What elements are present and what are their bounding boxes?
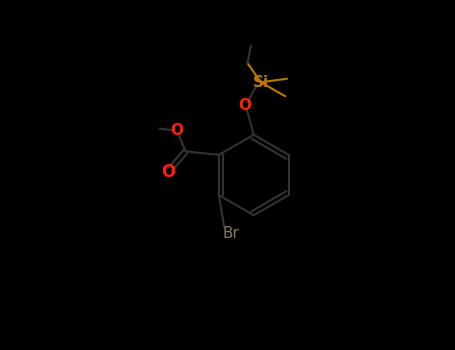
Text: O: O: [170, 123, 183, 138]
Text: O: O: [161, 163, 175, 181]
Text: O: O: [238, 98, 252, 112]
Text: Br: Br: [222, 226, 240, 241]
Text: Si: Si: [253, 75, 269, 90]
